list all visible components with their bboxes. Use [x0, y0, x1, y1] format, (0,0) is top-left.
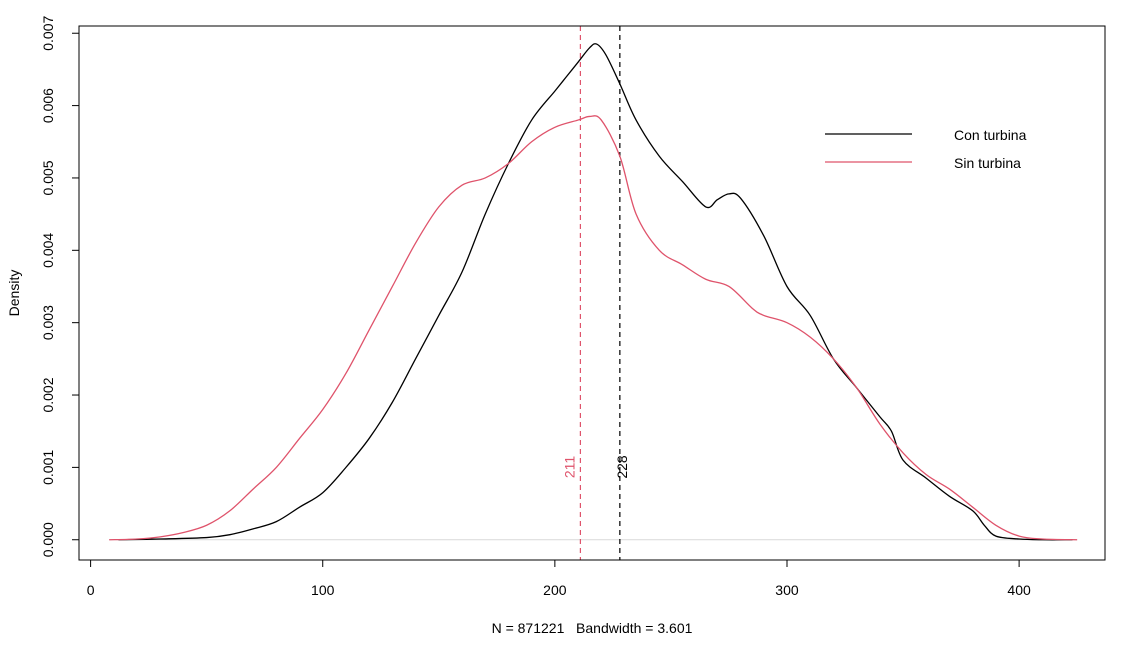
x-tick-label: 0 — [87, 582, 95, 598]
vline-label-211: 211 — [561, 456, 577, 479]
x-tick-label: 200 — [543, 582, 567, 598]
x-tick-label: 300 — [775, 582, 799, 598]
y-tick-label: 0.003 — [40, 305, 56, 340]
series-line-con-turbina — [118, 43, 1073, 541]
y-tick-label: 0.005 — [40, 160, 56, 195]
x-tick-label: 400 — [1007, 582, 1031, 598]
y-tick-label: 0.001 — [40, 450, 56, 485]
legend: Con turbina Sin turbina — [825, 127, 1027, 171]
y-axis-label: Density — [6, 270, 22, 317]
axes: 0 100 200 300 400 0.000 0.001 0.002 0.003 0.004 0.… — [40, 16, 1031, 598]
y-tick-label: 0.007 — [40, 16, 56, 51]
x-tick-label: 100 — [311, 582, 335, 598]
y-tick-label: 0.000 — [40, 522, 56, 557]
plot-layer: 211 228 — [109, 26, 1078, 560]
y-tick-label: 0.004 — [40, 233, 56, 268]
vline-label-228: 228 — [614, 455, 630, 479]
x-axis-label: N = 871221 Bandwidth = 3.601 — [492, 620, 693, 636]
legend-label-con-turbina: Con turbina — [954, 127, 1027, 143]
legend-label-sin-turbina: Sin turbina — [954, 155, 1021, 171]
y-tick-label: 0.002 — [40, 377, 56, 412]
series-line-sin-turbina — [109, 115, 1078, 541]
y-tick-label: 0.006 — [40, 88, 56, 123]
